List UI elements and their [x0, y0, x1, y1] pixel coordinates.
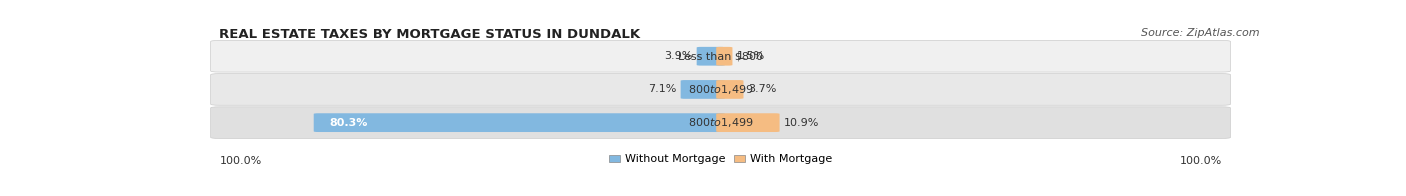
FancyBboxPatch shape	[211, 107, 1230, 138]
Text: 3.7%: 3.7%	[748, 84, 776, 94]
Text: Less than $800: Less than $800	[678, 51, 763, 61]
Text: 100.0%: 100.0%	[219, 156, 262, 166]
FancyBboxPatch shape	[211, 74, 1230, 105]
FancyBboxPatch shape	[314, 113, 725, 132]
Text: 80.3%: 80.3%	[329, 118, 367, 128]
Legend: Without Mortgage, With Mortgage: Without Mortgage, With Mortgage	[605, 150, 837, 169]
Text: 7.1%: 7.1%	[648, 84, 676, 94]
FancyBboxPatch shape	[716, 113, 779, 132]
FancyBboxPatch shape	[211, 40, 1230, 72]
Text: 10.9%: 10.9%	[785, 118, 820, 128]
Text: 100.0%: 100.0%	[1180, 156, 1222, 166]
Text: REAL ESTATE TAXES BY MORTGAGE STATUS IN DUNDALK: REAL ESTATE TAXES BY MORTGAGE STATUS IN …	[219, 28, 641, 41]
Text: Source: ZipAtlas.com: Source: ZipAtlas.com	[1142, 28, 1260, 38]
Text: 3.9%: 3.9%	[664, 51, 692, 61]
Text: $800 to $1,499: $800 to $1,499	[688, 116, 754, 129]
FancyBboxPatch shape	[696, 47, 725, 66]
FancyBboxPatch shape	[681, 80, 725, 99]
Text: 1.5%: 1.5%	[737, 51, 765, 61]
FancyBboxPatch shape	[716, 80, 744, 99]
FancyBboxPatch shape	[716, 47, 733, 66]
Text: $800 to $1,499: $800 to $1,499	[688, 83, 754, 96]
